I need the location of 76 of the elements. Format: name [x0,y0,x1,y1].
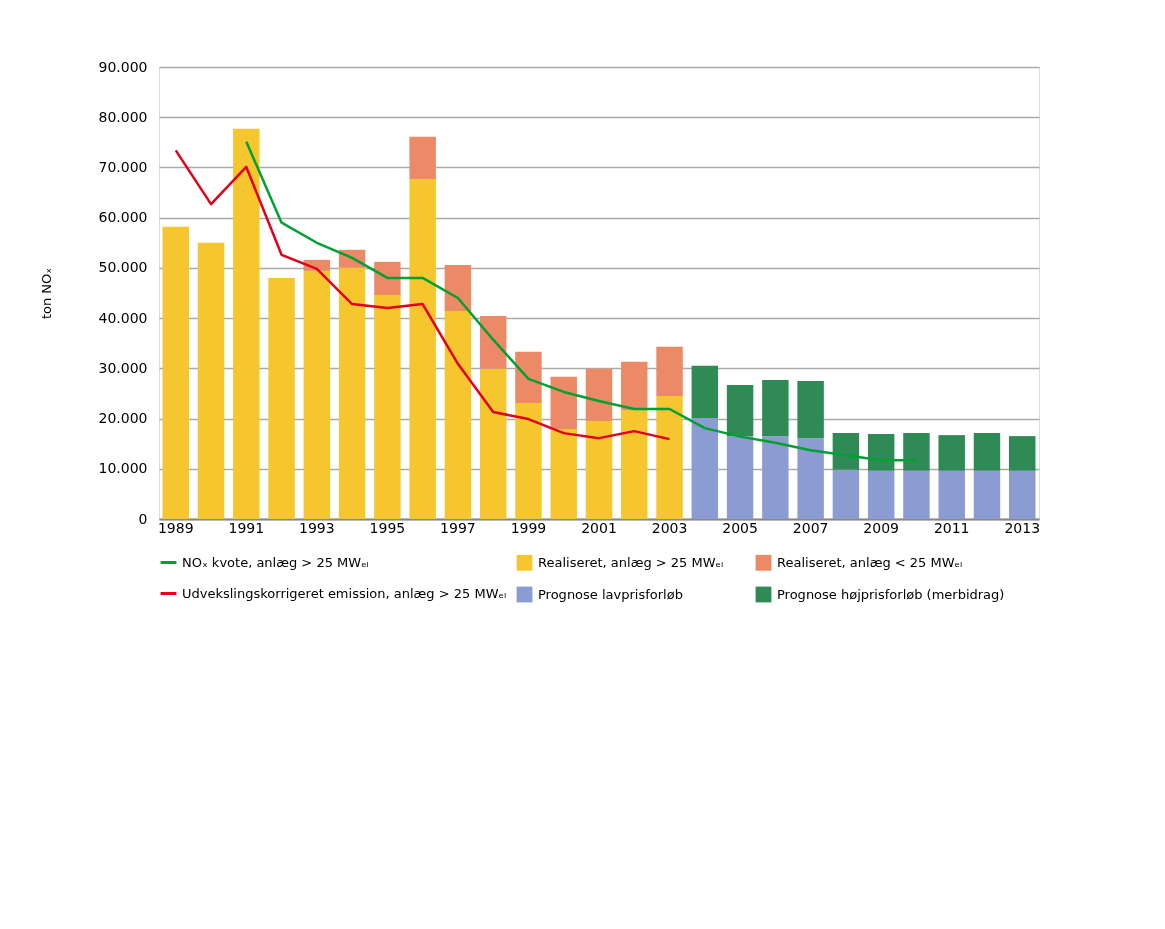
y-tick-label: 30.000 [98,359,148,376]
bar [479,368,507,519]
line-series [245,140,918,462]
bar [197,242,225,519]
bar [444,264,472,312]
y-tick-label: 0 [138,510,148,527]
legend-label: Realiseret, anlæg < 25 MWₑₗ [777,554,963,570]
legend-label: Realiseret, anlæg > 25 MWₑₗ [538,554,724,570]
bar [938,470,965,519]
bar [374,295,401,519]
bar [621,361,648,411]
x-tick-label: 2005 [722,519,758,536]
bar [867,470,895,519]
bar [656,395,683,519]
y-tick-label: 80.000 [98,108,148,125]
bar [726,436,754,519]
x-tick-label: 1995 [369,519,406,536]
bar [726,384,754,437]
x-tick-label: 2003 [651,519,688,536]
bar [479,316,507,369]
x-tick-label: 2013 [1004,519,1041,536]
bar [797,438,824,519]
bar [762,379,789,437]
y-tick-label: 20.000 [98,410,148,427]
bar [903,470,930,519]
bar [515,351,542,403]
x-tick-label: 1997 [440,519,476,536]
bar [1009,436,1036,471]
bar [585,421,613,519]
y-tick-label: 10.000 [98,460,148,477]
bar [973,433,1001,471]
y-tick-label: 90.000 [98,58,148,75]
bar [303,270,331,519]
bar [797,380,824,439]
x-tick-label: 1989 [157,519,194,536]
x-tick-label: 2001 [581,519,617,536]
legend-label: Udvekslingskorrigeret emission, anlæg > 25 MWₑₗ [182,585,507,601]
y-tick-label: 50.000 [98,259,148,276]
x-tick-label: 2009 [863,519,899,536]
bar [444,311,472,519]
bar [973,470,1001,519]
bar [585,368,613,422]
bar [621,410,648,519]
legend-label: Prognose højprisforløb (merbidrag) [777,586,1005,602]
x-tick-label: 1991 [228,519,265,536]
bar [1009,470,1036,519]
bar [374,261,401,296]
line-series [174,149,671,441]
y-tick-label: 70.000 [98,158,148,175]
bar [515,402,542,519]
bar [338,267,366,519]
y-tick-label: 60.000 [98,209,148,226]
bar [691,365,719,419]
x-tick-label: 1993 [299,519,335,536]
bar [832,433,860,470]
x-tick-label: 2007 [792,519,829,536]
bar [832,469,860,519]
bar [409,136,436,179]
bar [550,429,577,519]
legend-label: NOₓ kvote, anlæg > 25 MWₑₗ [182,554,369,570]
bar [762,436,789,519]
legend-label: Prognose lavprisforløb [538,586,683,602]
y-axis-title: ton NOₓ [38,267,54,320]
bar [903,433,930,471]
bar [409,179,436,519]
bar [268,277,295,519]
bar [233,128,260,519]
bar [162,226,189,519]
x-tick-label: 2011 [933,519,970,536]
bar [938,435,965,471]
bar [656,346,683,396]
y-tick-label: 40.000 [98,309,148,326]
bar [867,434,895,471]
x-tick-label: 1999 [510,519,547,536]
bar [550,376,577,430]
bar [691,418,719,519]
